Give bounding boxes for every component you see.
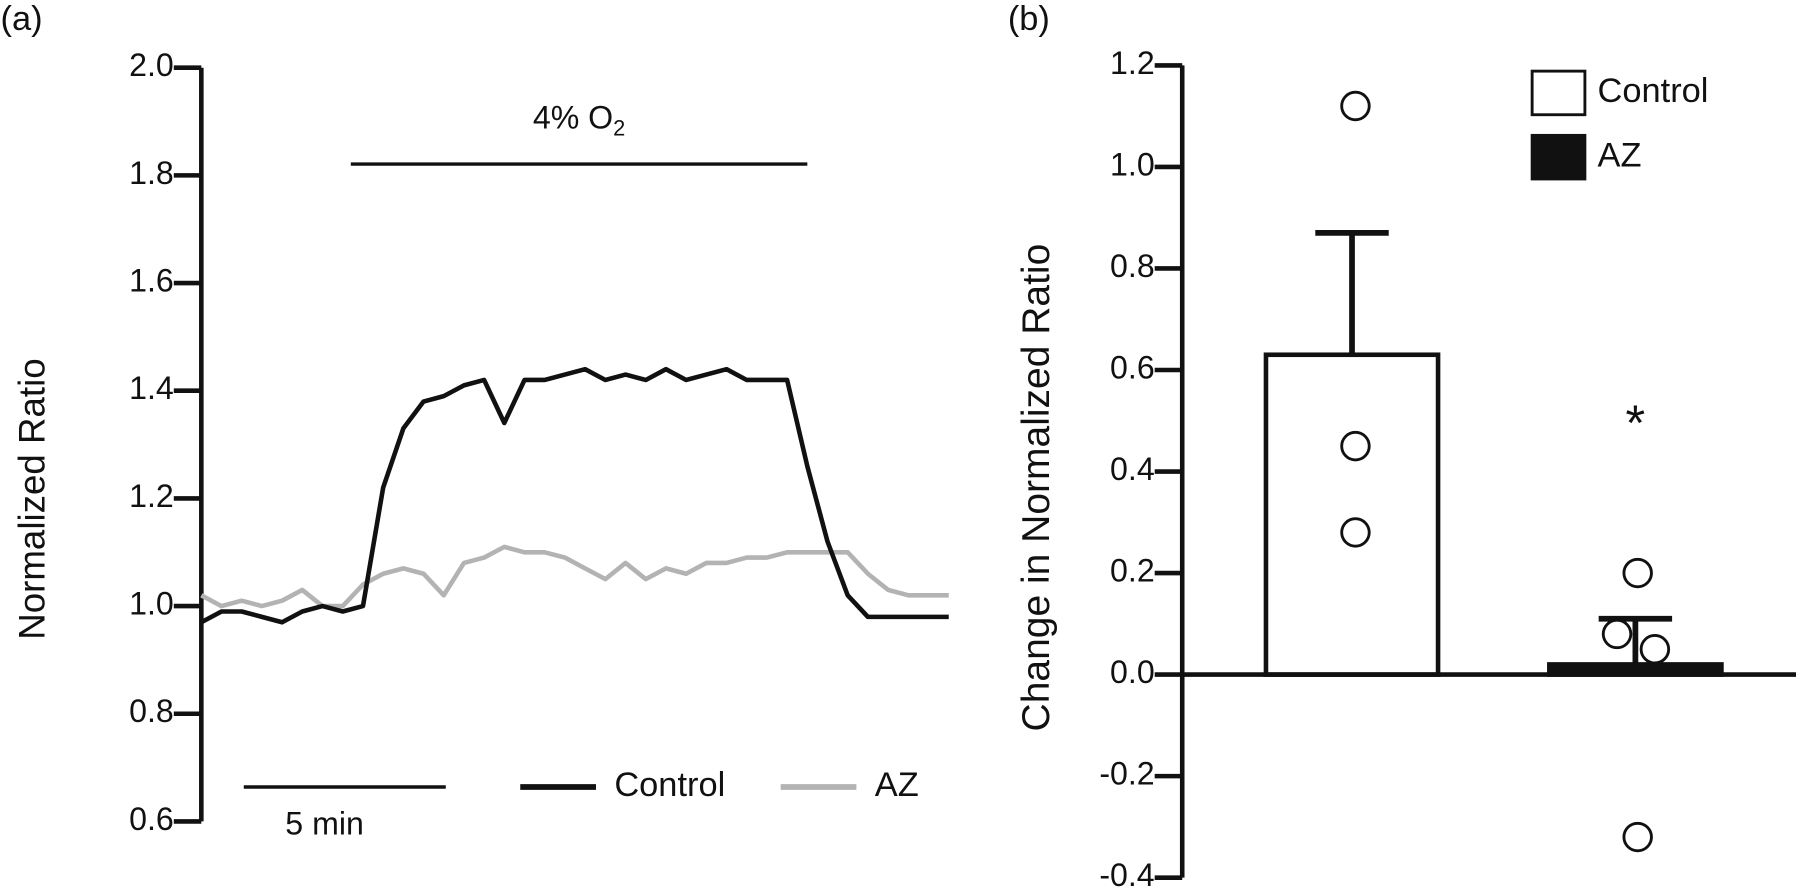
y-tick-label: 1.2 [1110,45,1155,81]
y-tick-label: 0.6 [1110,349,1155,385]
y-tick-label: -0.2 [1099,756,1154,792]
data-point [1639,633,1671,665]
data-point [1622,557,1653,589]
data-point [1340,517,1371,548]
y-axis-label: Normalized Ratio [12,358,53,640]
legend-swatch [1530,133,1587,181]
legend-swatch [1530,69,1587,117]
data-point [1340,90,1371,122]
y-tick-label: 1.0 [129,586,174,622]
y-tick-label: 0.8 [129,693,174,729]
stimulus-subscript: 2 [613,115,625,140]
data-point [1340,430,1371,462]
legend-label: AZ [875,766,919,804]
y-tick-label: 0.6 [129,801,174,837]
panel-label: (a) [1,0,43,38]
bar [1263,352,1441,677]
legend-label: AZ [1598,136,1642,174]
significance-label: * [1626,394,1646,451]
y-tick-label: 1.6 [129,263,174,299]
y-tick-label: 0.0 [1110,654,1155,690]
y-tick-label: 1.4 [129,370,174,406]
scale-bar-label: 5 min [285,806,364,842]
panel-label: (b) [1008,0,1050,38]
y-tick-label: 0.8 [1110,248,1155,284]
data-point [1601,618,1633,650]
y-tick-label: 2.0 [129,47,174,83]
y-tick-label: 1.8 [129,155,174,191]
stimulus-label: 4% O2 [533,100,625,140]
data-point [1622,821,1653,853]
data-line [200,544,949,609]
legend-label: Control [1598,72,1709,110]
y-tick-label: 1.2 [129,478,174,514]
legend-label: Control [614,766,725,804]
y-tick-label: 0.4 [1110,451,1155,487]
stimulus-text: 4% O [533,100,613,136]
data-line [200,366,949,625]
y-axis-label: Change in Normalized Ratio [1015,244,1058,732]
y-tick-label: 1.0 [1110,146,1155,182]
y-tick-label: 0.2 [1110,553,1155,589]
y-tick-label: -0.4 [1099,857,1154,893]
